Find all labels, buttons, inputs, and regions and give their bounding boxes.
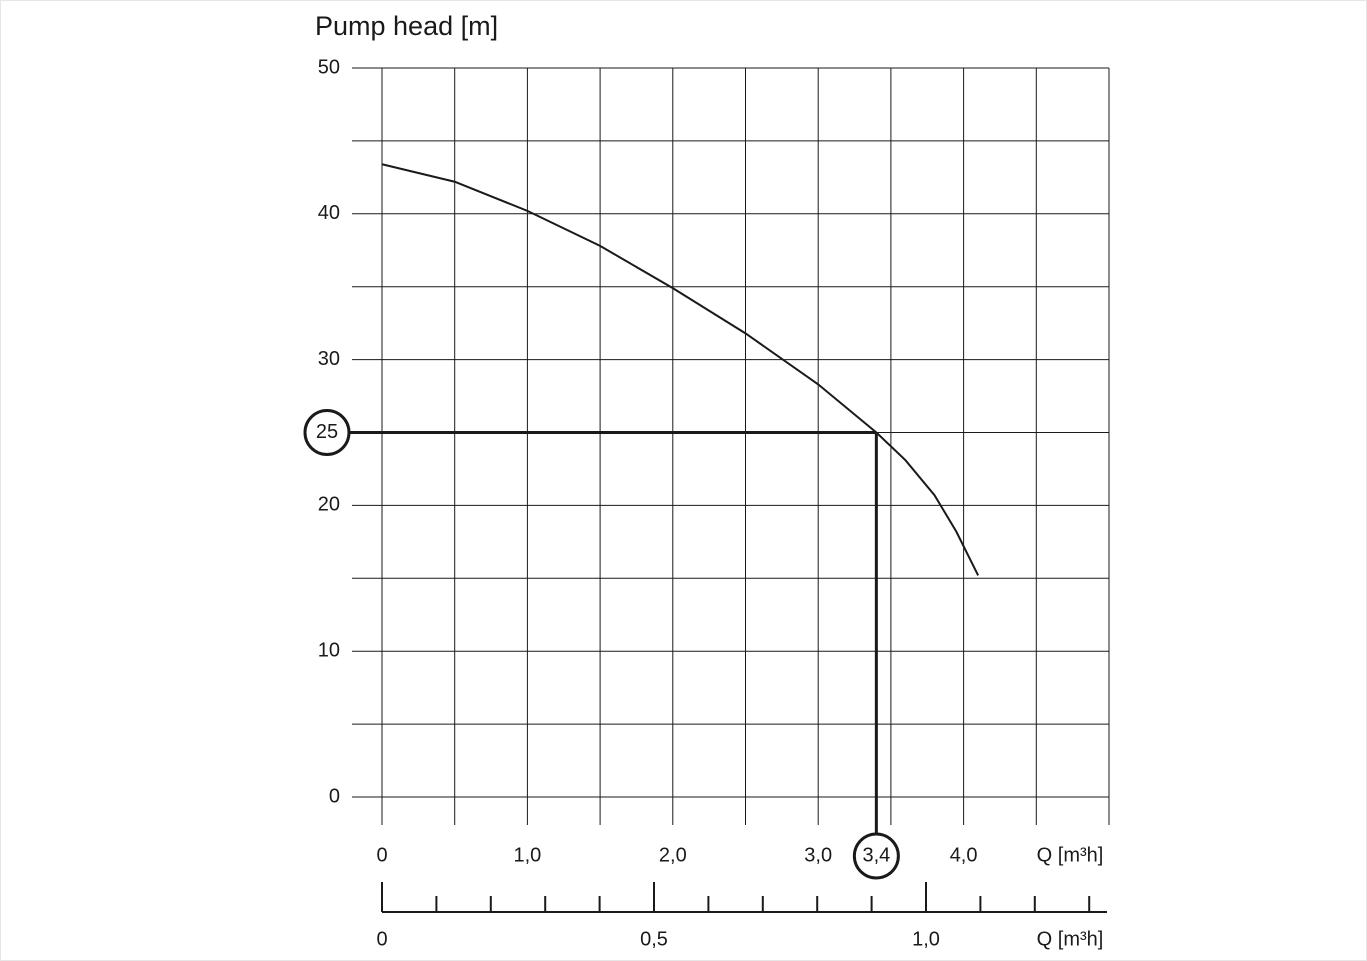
y-tick-label: 30	[318, 348, 340, 370]
y-tick-label: 10	[318, 639, 340, 661]
annotation-label: 25	[316, 421, 338, 443]
x-tick-label: 1,0	[513, 844, 541, 866]
y-tick-label: 20	[318, 494, 340, 516]
y-axis-label: Pump head [m]	[315, 11, 498, 41]
annotation-circle	[303, 409, 351, 456]
x2-axis-label: Q [m³h]	[1037, 928, 1104, 950]
x2-tick-label: 0	[376, 928, 387, 950]
x-axis-label: Q [m³h]	[1037, 844, 1104, 866]
x2-tick-label: 1,0	[912, 928, 940, 950]
x-tick-label: 4,0	[950, 844, 978, 866]
annotation-label: 3,4	[862, 844, 890, 866]
y-tick-label: 50	[318, 56, 340, 78]
x-tick-label: 2,0	[659, 844, 687, 866]
y-tick-label: 40	[318, 202, 340, 224]
annotation-circle	[852, 832, 900, 880]
x2-tick-label: 0,5	[640, 928, 668, 950]
x-tick-label: 3,0	[804, 844, 832, 866]
y-tick-label: 0	[329, 785, 340, 807]
x-tick-label: 0	[376, 844, 387, 866]
pump-curve	[381, 163, 980, 576]
